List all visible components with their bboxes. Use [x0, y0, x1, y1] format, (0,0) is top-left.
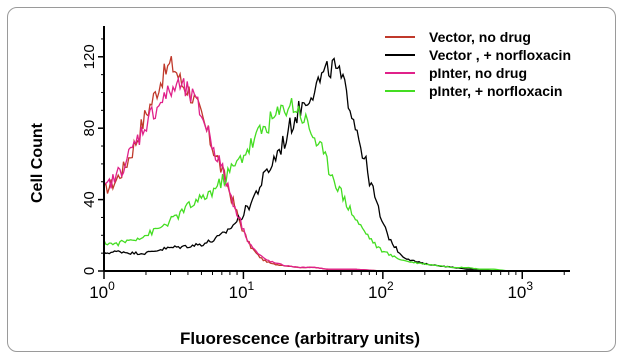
y-tick-label: 120: [81, 44, 98, 69]
y-tick-label: 80: [81, 120, 98, 137]
ticks-layer: 0 40 80 120 100 101 102 103: [81, 38, 565, 302]
legend: Vector, no drug Vector , + norfloxacin pIn…: [385, 29, 571, 99]
y-tick-label: 0: [81, 267, 98, 275]
legend-label-2: Vector , + norfloxacin: [429, 47, 571, 63]
x-axis-label: Fluorescence (arbitrary units): [180, 329, 420, 348]
axes-layer: [103, 26, 570, 272]
x-tick-label: 103: [507, 279, 533, 302]
x-tick-label: 100: [89, 279, 115, 302]
figure-frame: [7, 7, 616, 352]
x-tick-label: 101: [229, 279, 255, 302]
series-line-3: [103, 76, 565, 272]
legend-label-4: pInter, + norfloxacin: [429, 83, 562, 99]
legend-label-1: Vector, no drug: [429, 29, 531, 45]
y-axis-label: Cell Count: [29, 122, 46, 203]
y-tick-label: 40: [81, 191, 98, 208]
series-line-4: [103, 98, 565, 272]
legend-label-3: pInter, no drug: [429, 65, 527, 81]
x-tick-label: 102: [368, 279, 394, 302]
